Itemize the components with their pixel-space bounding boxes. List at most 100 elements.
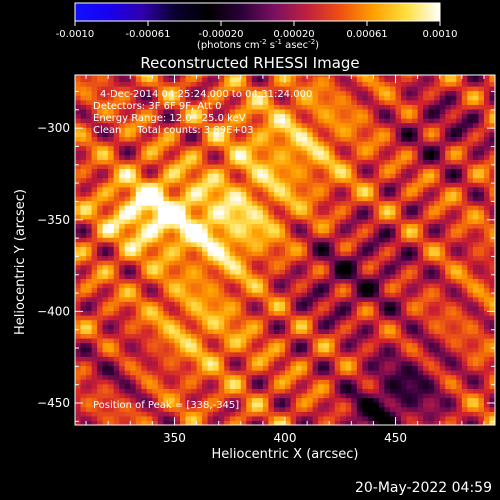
heatmap-cell: [401, 269, 408, 275]
heatmap-cell: [240, 76, 247, 83]
heatmap-cell: [301, 365, 308, 371]
heatmap-cell: [152, 214, 159, 220]
heatmap-cell: [268, 163, 275, 170]
heatmap-cell: [356, 163, 363, 170]
heatmap-cell: [135, 278, 142, 284]
heatmap-cell: [224, 108, 231, 115]
heatmap-cell: [251, 136, 258, 142]
heatmap-cell: [246, 209, 253, 215]
heatmap-cell: [113, 264, 120, 270]
heatmap-cell: [423, 95, 430, 101]
heatmap-cell: [412, 205, 419, 211]
heatmap-cell: [268, 273, 275, 279]
heatmap-cell: [367, 392, 375, 399]
heatmap-cell: [423, 131, 430, 137]
heatmap-cell: [323, 269, 330, 275]
heatmap-cell: [423, 324, 430, 330]
heatmap-cell: [196, 411, 203, 417]
heatmap-cell: [351, 76, 358, 83]
heatmap-cell: [235, 104, 242, 110]
heatmap-cell: [191, 264, 198, 270]
heatmap-cell: [235, 292, 242, 298]
heatmap-cell: [373, 168, 380, 174]
heatmap-cell: [384, 246, 391, 252]
heatmap-cell: [146, 159, 153, 165]
heatmap-cell: [141, 273, 148, 279]
heatmap-cell: [229, 319, 236, 325]
heatmap-cell: [384, 81, 391, 87]
heatmap-cell: [373, 342, 380, 348]
heatmap-cell: [373, 269, 380, 275]
heatmap-cell: [196, 186, 203, 192]
heatmap-cell: [213, 370, 220, 376]
heatmap-cell: [362, 301, 369, 307]
heatmap-cell: [312, 269, 319, 275]
heatmap-cell: [146, 296, 153, 302]
heatmap-cell: [191, 402, 198, 408]
heatmap-cell: [207, 397, 214, 403]
heatmap-cell: [207, 246, 214, 252]
heatmap-cell: [351, 402, 358, 408]
heatmap-cell: [157, 356, 165, 362]
heatmap-cell: [196, 351, 203, 357]
heatmap-cell: [224, 195, 231, 202]
heatmap-cell: [86, 237, 93, 243]
heatmap-cell: [262, 397, 270, 403]
heatmap-cell: [362, 195, 369, 202]
heatmap-cell: [152, 223, 159, 229]
heatmap-cell: [174, 411, 181, 417]
heatmap-cell: [240, 374, 247, 380]
heatmap-cell: [279, 374, 286, 380]
heatmap-cell: [191, 392, 198, 399]
heatmap-cell: [135, 228, 142, 234]
heatmap-cell: [334, 150, 341, 156]
heatmap-cell: [373, 402, 380, 408]
heatmap-cell: [102, 250, 109, 257]
heatmap-cell: [417, 108, 424, 115]
heatmap-cell: [367, 246, 375, 252]
heatmap-cell: [124, 273, 131, 279]
heatmap-cell: [362, 406, 369, 412]
heatmap-cell: [224, 370, 231, 376]
heatmap-cell: [301, 420, 308, 425]
heatmap-cell: [390, 108, 397, 115]
heatmap-cell: [196, 356, 203, 362]
heatmap-cell: [301, 356, 308, 362]
heatmap-cell: [86, 108, 93, 115]
heatmap-cell: [318, 163, 325, 170]
heatmap-cell: [108, 246, 115, 252]
heatmap-cell: [224, 95, 231, 101]
heatmap-cell: [207, 75, 214, 78]
heatmap-cell: [146, 223, 153, 229]
heatmap-cell: [384, 333, 391, 339]
heatmap-cell: [141, 351, 148, 357]
heatmap-cell: [279, 173, 286, 179]
heatmap-cell: [86, 218, 93, 225]
heatmap-cell: [340, 168, 347, 174]
heatmap-cell: [406, 310, 413, 316]
heatmap-cell: [75, 95, 82, 101]
heatmap-cell: [356, 292, 363, 298]
heatmap-cell: [135, 214, 142, 220]
heatmap-cell: [202, 150, 209, 156]
heatmap-cell: [268, 118, 275, 124]
heatmap-cell: [367, 118, 375, 124]
heatmap-cell: [340, 420, 347, 425]
heatmap-cell: [279, 305, 286, 312]
heatmap-cell: [318, 315, 325, 321]
heatmap-cell: [80, 406, 87, 412]
heatmap-cell: [75, 388, 82, 394]
heatmap-cell: [417, 237, 424, 243]
heatmap-cell: [146, 269, 153, 275]
heatmap-cell: [384, 209, 391, 215]
heatmap-cell: [235, 168, 242, 174]
heatmap-cell: [285, 99, 292, 105]
heatmap-cell: [417, 200, 424, 206]
heatmap-cell: [213, 145, 220, 151]
heatmap-cell: [390, 228, 397, 234]
heatmap-cell: [141, 420, 148, 425]
heatmap-cell: [401, 127, 408, 133]
heatmap-cell: [251, 370, 258, 376]
heatmap-cell: [97, 324, 104, 330]
heatmap-cell: [285, 75, 292, 78]
